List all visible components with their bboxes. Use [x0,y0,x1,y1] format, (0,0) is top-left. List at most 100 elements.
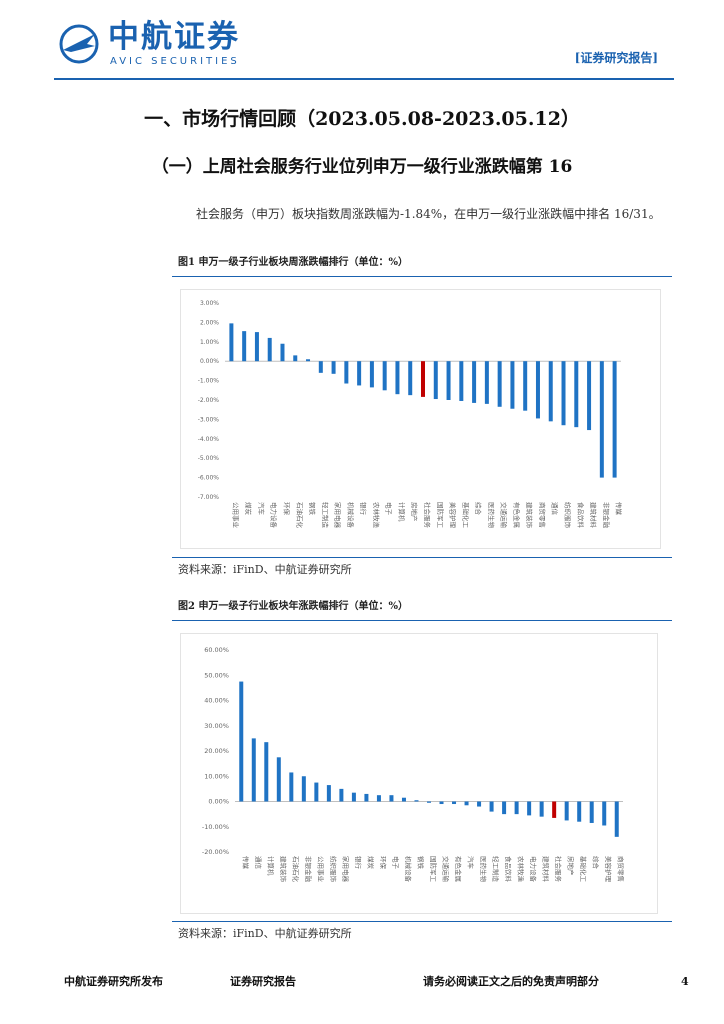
category-label: 农林牧渔 [517,856,526,883]
category-label: 环保 [379,856,388,870]
category-label: 有色金属 [454,856,463,882]
category-label: 交通运输 [500,502,509,529]
bar [472,361,477,403]
page-number: 4 [681,975,689,988]
bar [264,742,269,802]
bar [289,772,294,802]
bar [293,355,298,362]
bar [314,782,319,802]
category-label: 医药生物 [479,856,488,883]
bar [280,343,285,362]
company-logo-english: AVIC SECURITIES [110,56,240,67]
category-label: 家用电器 [341,856,350,883]
bar [401,797,406,802]
bar [489,801,494,812]
bar [267,337,272,362]
category-label: 商贸零售 [538,502,547,528]
category-label: 医药生物 [487,502,496,529]
category-label: 食品饮料 [576,502,585,529]
bar [527,801,532,816]
company-logo-text: 中航证券 [108,19,240,55]
bar [364,793,369,802]
report-type-tag: [证券研究报告] [574,51,658,65]
category-label: 农林牧渔 [372,502,381,529]
category-label: 美容护理 [604,856,613,883]
y-tick-label: -3.00% [198,416,220,423]
category-label: 基础化工 [579,856,588,883]
y-tick-label: 0.00% [208,798,229,806]
highlighted-bar [552,801,557,818]
bar [459,361,464,401]
bar [339,788,344,802]
figure1-source: 资料来源：iFinD、中航证券研究所 [178,563,352,576]
figure1-chart-frame: 3.00% 2.00% 1.00% 0.00% -1.00% -2.00% -3.00% -4… [180,289,661,549]
category-label: 基础化工 [461,502,470,529]
figure2-chart-frame: 60.00% 50.00% 40.00% 30.00% 20.00% 10.00% 0.00… [180,633,658,914]
y-tick-label: -1.00% [198,378,220,385]
category-label: 汽车 [467,856,476,870]
figure1-weekly-change-chart: 3.00% 2.00% 1.00% 0.00% -1.00% -2.00% -3.00% -4… [198,300,624,529]
category-label: 煤炭 [366,856,375,870]
category-label: 计算机 [397,502,406,522]
category-label: 公用事业 [316,856,325,883]
category-label: 交通运输 [442,856,451,883]
bar [539,801,544,817]
category-label: 综合 [474,502,483,516]
footer-disclaimer: 请务必阅读正文之后的免责声明部分 [423,975,599,988]
bar [389,795,394,802]
y-tick-label: -7.00% [198,494,220,501]
category-label: 社会服务 [554,856,563,883]
bar [439,801,444,805]
category-label: 社会服务 [423,502,432,529]
figure2-top-rule [172,620,672,621]
bar [464,801,469,806]
bar [577,801,582,822]
category-label: 电力设备 [529,856,538,883]
bar [395,361,400,395]
category-label: 有色金属 [512,502,521,528]
bar [326,785,331,802]
bar [564,801,569,821]
category-label: 食品饮料 [504,856,513,883]
bar [239,681,244,802]
bar [433,361,438,400]
y-tick-label: 60.00% [204,646,229,654]
category-label: 房地产 [567,856,576,876]
y-tick-label: 30.00% [204,722,229,730]
bar [254,332,259,362]
bar [514,801,519,815]
category-label: 银行 [359,502,368,516]
summary-paragraph: 社会服务（申万）板块指数周涨跌幅为-1.84%，在申万一级行业涨跌幅中排名 16… [196,207,661,221]
bar [301,776,306,802]
section-title: 一、市场行情回顾（2023.05.08-2023.05.12） [144,108,580,130]
bar [602,801,607,826]
category-label: 银行 [354,856,363,870]
bar [242,331,247,362]
category-label: 建筑装饰 [279,856,288,883]
bar [251,738,256,802]
category-label: 钢铁 [308,502,317,516]
category-label: 公用事业 [231,502,240,529]
category-label: 国防军工 [436,502,445,529]
bar [446,361,451,400]
y-tick-label: -10.00% [202,823,229,831]
category-label: 环保 [282,502,291,516]
bar [587,361,592,431]
category-label: 计算机 [266,856,275,876]
category-label: 机械设备 [346,502,355,529]
category-label: 汽车 [257,502,266,516]
footer-report-type: 证券研究报告 [230,975,296,988]
bar [477,801,482,807]
y-tick-label: 20.00% [204,747,229,755]
y-tick-label: 1.00% [200,339,219,346]
avic-logo-emblem [59,24,99,64]
bar [276,757,281,802]
category-label: 非银金融 [304,856,313,883]
category-label: 国防军工 [429,856,438,883]
bar [535,361,540,419]
figure2-title: 图2 申万一级子行业板块年涨跌幅排行（单位：%） [178,601,408,612]
bar [523,361,528,411]
category-label: 建筑材料 [542,856,551,883]
figure1-top-rule [172,276,672,277]
subsection-title: （一）上周社会服务行业位列申万一级行业涨跌幅第 16 [151,157,573,177]
